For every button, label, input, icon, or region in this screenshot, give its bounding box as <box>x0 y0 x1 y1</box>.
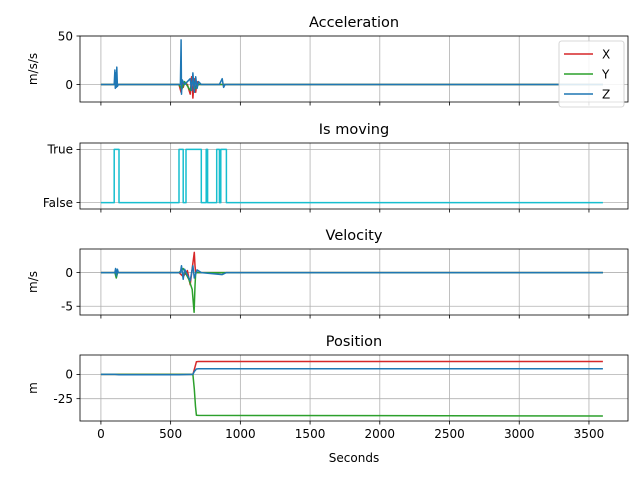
y-tick-label: 0 <box>65 368 73 382</box>
axes-frame <box>79 354 629 422</box>
y-tick-label: 0 <box>65 266 73 280</box>
y-tick-label: False <box>43 196 73 210</box>
subplot-title: Is moving <box>319 122 389 138</box>
series-line-x <box>100 360 603 376</box>
subplot-1: True False Is moving <box>43 122 629 213</box>
x-tick-label: 3000 <box>504 427 535 441</box>
y-tick-label: True <box>47 143 74 157</box>
y-tick-label: -5 <box>61 300 73 314</box>
series-line-y <box>100 373 603 417</box>
series-line-y <box>100 267 603 314</box>
subplot-title: Velocity <box>326 228 383 244</box>
y-tick-label: 50 <box>58 29 73 43</box>
y-axis-label: m/s/s <box>26 53 40 85</box>
x-tick-label: 500 <box>159 427 182 441</box>
x-tick-label: 1500 <box>295 427 326 441</box>
x-tick-label: 1000 <box>225 427 256 441</box>
x-axis-label: Seconds <box>329 451 379 465</box>
series-line-z <box>100 368 603 376</box>
axes-frame <box>79 248 629 316</box>
subplot-0: 0 50 Acceleration m/s/s XYZ <box>26 15 629 108</box>
legend: XYZ <box>558 40 625 108</box>
x-tick-label: 2000 <box>365 427 396 441</box>
series-line-is-moving <box>100 148 603 204</box>
y-axis-label: m <box>26 382 40 394</box>
legend-entry: Y <box>601 68 610 82</box>
y-tick-label: 0 <box>65 78 73 92</box>
subplot-2: 0 -5 Velocity m/s <box>26 228 629 319</box>
subplot-title: Acceleration <box>309 15 399 31</box>
axes-frame <box>79 35 629 103</box>
y-axis-label: m/s <box>26 271 40 293</box>
x-tick-label: 2500 <box>434 427 465 441</box>
series-line-x <box>100 76 603 99</box>
subplot-3: 0 -25 Position m 0 500 1000 1500 2000 2500 3000 350… <box>26 334 629 465</box>
series-line-z <box>100 39 603 95</box>
legend-entry: X <box>602 48 610 62</box>
legend-entry: Z <box>602 88 610 102</box>
subplots: 0 50 Acceleration m/s/s XYZ True False Is movin… <box>26 15 629 465</box>
x-tick-label: 0 <box>97 427 105 441</box>
series-line-z <box>100 265 603 282</box>
series-line-x <box>100 251 603 286</box>
y-tick-label: -25 <box>53 392 73 406</box>
x-tick-label: 3500 <box>574 427 605 441</box>
axes-frame <box>79 142 629 210</box>
subplot-title: Position <box>326 334 382 350</box>
